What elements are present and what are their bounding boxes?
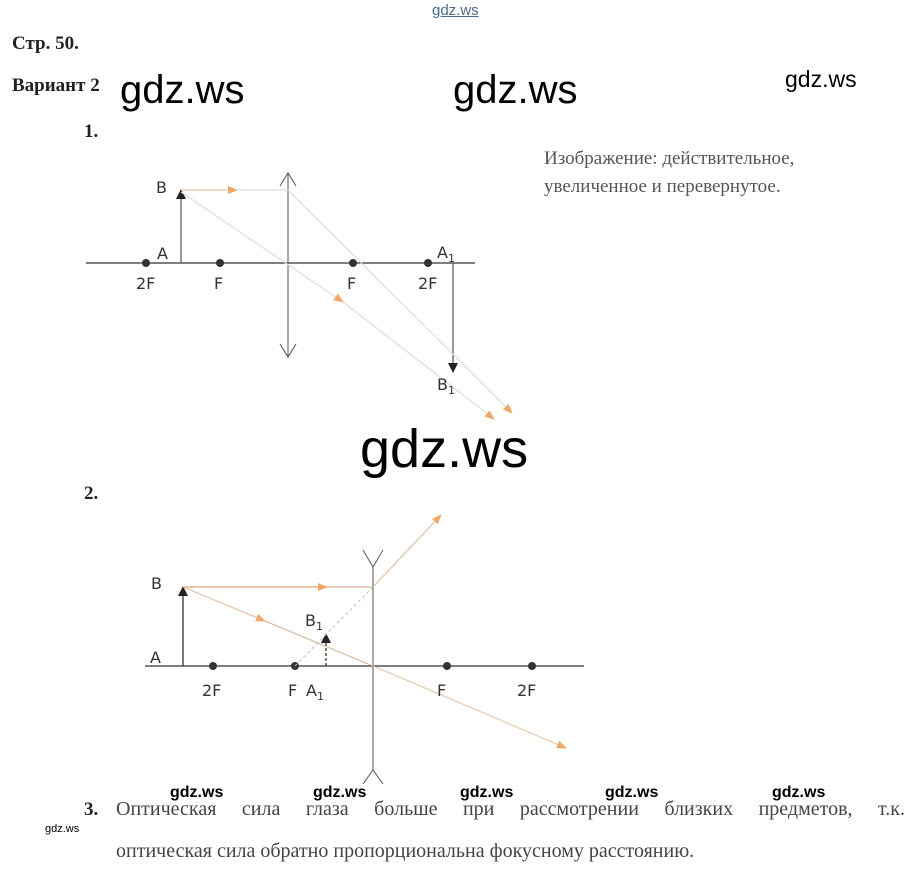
- ray-extension: [294, 586, 374, 667]
- diagram-2-diverging-lens: B A B1 A1 2F F F 2F: [145, 514, 584, 785]
- watermark-row: gdz.ws: [460, 784, 514, 801]
- watermark-big-center: gdz.ws: [453, 68, 578, 112]
- label-B: B: [151, 574, 162, 593]
- watermark-tiny: gdz.ws: [45, 823, 80, 835]
- task1-answer-line2: увеличенное и перевернутое.: [544, 176, 781, 197]
- label-B: B: [156, 178, 167, 197]
- label-B1: B1: [437, 375, 455, 397]
- label-A1: A1: [306, 681, 324, 703]
- ray: [287, 189, 513, 414]
- label-F: F: [437, 681, 446, 700]
- focus-points: [209, 662, 536, 670]
- watermark-big-left: gdz.ws: [120, 68, 245, 112]
- label-F: F: [347, 274, 356, 293]
- task3-line1: Оптическая сила глаза больше при рассмот…: [116, 798, 905, 820]
- task3-line2: оптическая сила обратно пропорциональна …: [116, 840, 695, 862]
- label-2F: 2F: [202, 681, 221, 700]
- watermark-row: gdz.ws: [772, 784, 826, 801]
- page-number: Стр. 50.: [12, 33, 79, 54]
- label-F: F: [214, 274, 223, 293]
- variant-title: Вариант 2: [12, 75, 100, 96]
- label-2F: 2F: [517, 681, 536, 700]
- watermark-right: gdz.ws: [785, 66, 857, 92]
- task1-answer-line1: Изображение: действительное,: [544, 148, 795, 169]
- task2-number: 2.: [84, 483, 99, 504]
- diagram-1-converging-lens: B A A1 B1 2F F F 2F: [86, 172, 513, 420]
- watermark-huge: gdz.ws: [360, 419, 529, 479]
- label-2F: 2F: [136, 274, 155, 293]
- label-2F: 2F: [418, 274, 437, 293]
- ray: [180, 191, 344, 303]
- ray: [372, 514, 442, 588]
- watermark-row: gdz.ws: [170, 784, 224, 801]
- label-F: F: [288, 681, 297, 700]
- label-A: A: [150, 648, 161, 667]
- label-A1: A1: [437, 243, 455, 265]
- watermark-row: gdz.ws: [605, 784, 659, 801]
- task3-number: 3.: [84, 799, 99, 820]
- task1-number: 1.: [84, 121, 99, 142]
- label-A: A: [157, 244, 168, 263]
- watermark-row: gdz.ws: [313, 784, 367, 801]
- watermark-top: gdz.ws: [432, 2, 479, 19]
- focus-points: [142, 259, 432, 267]
- label-B1: B1: [305, 611, 323, 633]
- ray: [182, 586, 266, 622]
- diverging-lens: [362, 549, 384, 785]
